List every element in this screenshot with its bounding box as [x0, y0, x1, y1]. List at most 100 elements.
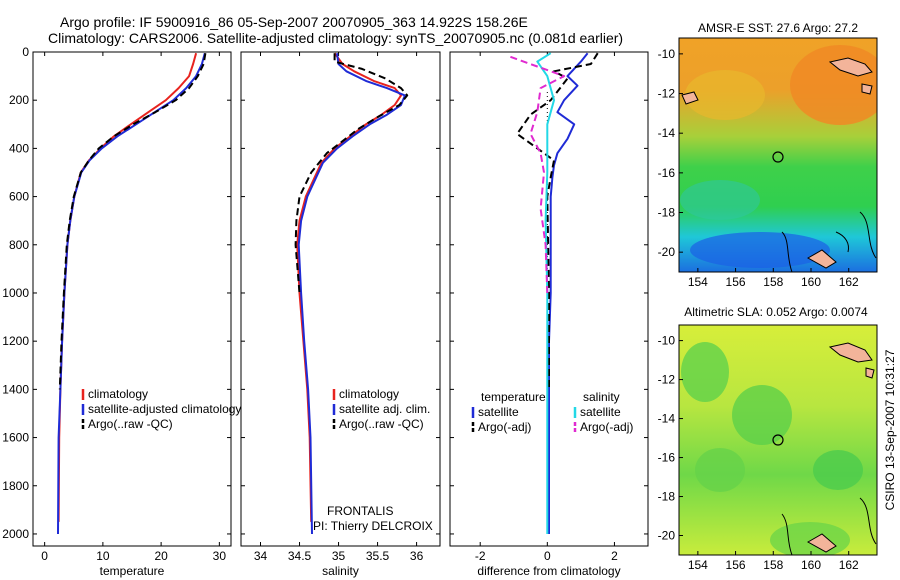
map-x-tick-label: 158 [763, 275, 783, 289]
x-axis-label: salinity [322, 564, 359, 578]
difference-frame [449, 51, 649, 547]
timestamp-side-label: CSIRO 13-Sep-2007 10:31:27 [883, 349, 897, 510]
contour-line [781, 231, 793, 272]
temperature-frame [32, 51, 232, 547]
sla-low-patch [695, 448, 745, 492]
map-y-tick-label: -18 [658, 490, 676, 504]
y-tick-label: 1400 [2, 382, 29, 396]
x-tick-label: 34.5 [288, 549, 312, 563]
x-tick-label: 36 [410, 549, 424, 563]
figure-title-line-1: Argo profile: IF 5900916_86 05-Sep-2007 … [60, 14, 528, 30]
legend-label: Argo(..raw -QC) [88, 417, 173, 431]
sst-map-frame [678, 37, 878, 273]
map-x-tick-label: 156 [726, 275, 746, 289]
sla-low-patch [813, 450, 863, 490]
coastline-island [806, 533, 837, 553]
y-tick-label: 800 [9, 238, 29, 252]
sst-map-panel: AMSR-E SST: 27.6 Argo: 27.2 154 156 158 160… [658, 21, 878, 289]
sla-map-panel: Altimetric SLA: 0.052 Argo: 0.0074 154 15… [658, 305, 878, 572]
legend-label: climatology [339, 387, 399, 401]
legend-label: satellite [580, 405, 621, 419]
contour-line [859, 497, 877, 545]
series-line-salinity-1 [297, 53, 406, 535]
salinity-panel: 34 34.5 35 35.5 36 salinity climatologysatelli… [240, 51, 441, 578]
argo-position-marker [772, 434, 784, 446]
legend-label: temperature [481, 390, 546, 404]
coastline-island [828, 342, 873, 363]
sst-map-title: AMSR-E SST: 27.6 Argo: 27.2 [698, 21, 858, 35]
map-y-tick-label: -12 [658, 373, 676, 387]
argo-position-marker [772, 151, 784, 163]
y-tick-label: 600 [9, 190, 29, 204]
legend-label: climatology [88, 387, 148, 401]
project-annotation: FRONTALIS [327, 504, 393, 518]
coastline-island [828, 57, 873, 77]
temperature-panel: 0 10 20 30 temperature 0 200 400 600 800 1000 1200 1… [2, 45, 241, 578]
sla-low-patch [681, 342, 729, 402]
sst-warm-patch [685, 70, 765, 120]
series-line-temperature-2 [58, 53, 207, 390]
map-y-tick-label: -14 [658, 126, 676, 140]
series-line-salinity-0 [296, 52, 402, 522]
legend-label: Argo(..raw -QC) [339, 417, 424, 431]
x-tick-label: 2 [611, 549, 618, 563]
map-y-tick-label: -20 [658, 245, 676, 259]
sst-warm-patch [790, 45, 877, 125]
y-tick-label: 1600 [2, 431, 29, 445]
figure-title-line-2: Climatology: CARS2006. Satellite-adjuste… [48, 30, 624, 46]
series-line-temperature-0 [57, 52, 198, 522]
x-tick-label: 35 [332, 549, 346, 563]
coastline-island [681, 91, 699, 105]
x-tick-label: 30 [213, 549, 227, 563]
map-y-tick-label: -16 [658, 451, 676, 465]
map-x-tick-label: 158 [763, 558, 783, 572]
legend-label: satellite [478, 405, 519, 419]
y-tick-label: 1800 [2, 479, 29, 493]
legend-label: satellite-adjusted climatology [88, 402, 241, 416]
sla-map-frame [678, 324, 878, 556]
y-tick-label: 0 [22, 45, 29, 59]
legend-label: salinity [583, 390, 620, 404]
y-tick-label: 1200 [2, 334, 29, 348]
map-y-tick-label: -14 [658, 412, 676, 426]
y-tick-label: 2000 [2, 527, 29, 541]
series-line-temperature-1 [57, 52, 206, 535]
sst-cool-patch [690, 232, 830, 268]
x-tick-label: 0 [544, 549, 551, 563]
map-y-tick-label: -20 [658, 529, 676, 543]
sla-map-title: Altimetric SLA: 0.052 Argo: 0.0074 [684, 305, 868, 319]
x-tick-label: 0 [41, 549, 48, 563]
map-x-tick-label: 154 [688, 275, 708, 289]
series-line-difference-3 [510, 55, 566, 294]
salinity-frame [240, 51, 441, 547]
map-y-tick-label: -18 [658, 206, 676, 220]
x-tick-label: 35.5 [366, 549, 390, 563]
map-y-tick-label: -16 [658, 166, 676, 180]
sst-cool-patch [680, 180, 760, 220]
map-y-tick-label: -10 [658, 334, 676, 348]
series-line-salinity-2 [294, 53, 409, 294]
x-tick-label: 20 [154, 549, 168, 563]
contour-line [859, 211, 877, 259]
legend-label: Argo(-adj) [478, 420, 531, 434]
sla-low-patch [732, 385, 792, 445]
y-tick-label: 200 [9, 93, 29, 107]
series-line-difference-1 [516, 52, 599, 390]
legend-label: satellite adj. clim. [339, 402, 430, 416]
contour-line [781, 513, 793, 555]
sla-low-patch [770, 522, 850, 555]
map-y-tick-label: -12 [658, 87, 676, 101]
map-x-tick-label: 156 [726, 558, 746, 572]
x-axis-label: temperature [100, 564, 165, 578]
y-tick-label: 400 [9, 141, 29, 155]
map-x-tick-label: 154 [688, 558, 708, 572]
legend-label: Argo(-adj) [580, 420, 633, 434]
map-x-tick-label: 162 [839, 558, 859, 572]
x-tick-label: -2 [475, 549, 486, 563]
series-line-difference-0 [548, 52, 589, 534]
x-axis-label: difference from climatology [477, 564, 620, 578]
coastline-island [806, 249, 837, 269]
y-tick-label: 1000 [2, 286, 29, 300]
